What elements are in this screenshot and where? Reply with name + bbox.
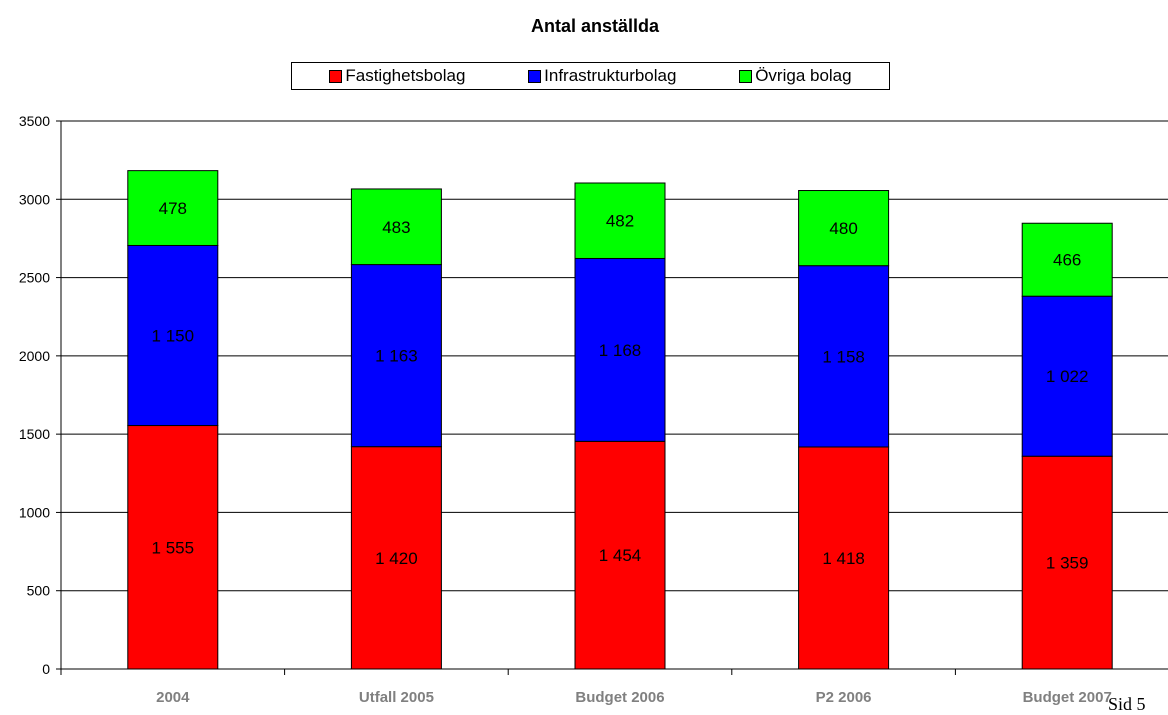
legend-label: Infrastrukturbolag <box>544 66 677 85</box>
bar-segment <box>574 440 666 670</box>
legend-item: Fastighetsbolag <box>329 66 465 86</box>
bar-segment <box>798 190 890 267</box>
bar-segment <box>350 264 442 448</box>
x-tick-label: P2 2006 <box>816 689 872 706</box>
y-tick-label: 500 <box>27 583 51 599</box>
bar-segment <box>127 425 219 670</box>
page-footer-note: Sid 5 <box>1108 694 1146 714</box>
legend-item: Övriga bolag <box>739 66 852 86</box>
legend: Fastighetsbolag Infrastrukturbolag Övriga … <box>291 62 890 90</box>
bar-segment <box>1021 222 1113 297</box>
y-tick-label: 3500 <box>19 113 50 129</box>
bar-segment <box>574 182 666 259</box>
bar-segment <box>127 244 219 427</box>
data-label: 480 <box>829 219 857 238</box>
data-label: 1 359 <box>1046 554 1089 573</box>
data-label: 466 <box>1053 251 1081 270</box>
x-tick-label: 2004 <box>156 689 190 706</box>
y-tick-label: 0 <box>42 661 50 677</box>
y-tick-label: 2000 <box>19 348 50 364</box>
x-tick-label: Budget 2006 <box>575 689 664 706</box>
bar-segment <box>798 265 890 448</box>
bar-segment <box>127 170 219 246</box>
chart-title: Antal anställda <box>530 16 660 36</box>
data-label: 1 555 <box>152 538 195 557</box>
bar-segment <box>1021 295 1113 457</box>
legend-swatch <box>528 69 542 83</box>
bar-segment <box>1021 455 1113 670</box>
x-tick-label: Budget 2007 <box>1023 689 1112 706</box>
x-tick-label: Utfall 2005 <box>359 689 434 706</box>
bar-segment <box>350 188 442 266</box>
data-label: 482 <box>606 212 634 231</box>
data-label: 1 158 <box>822 347 865 366</box>
bar-segment <box>574 257 666 442</box>
y-tick-label: 3000 <box>19 191 50 207</box>
data-label: 1 454 <box>599 546 642 565</box>
legend-item: Infrastrukturbolag <box>528 66 676 86</box>
data-label: 1 420 <box>375 549 418 568</box>
data-label: 1 022 <box>1046 367 1089 386</box>
data-label: 483 <box>382 218 410 237</box>
bar-segment <box>350 446 442 670</box>
legend-label: Övriga bolag <box>755 66 852 85</box>
data-label: 1 150 <box>152 327 195 346</box>
y-tick-label: 1000 <box>19 504 50 520</box>
y-tick-label: 2500 <box>19 270 50 286</box>
data-label: 1 418 <box>822 549 865 568</box>
data-label: 478 <box>159 199 187 218</box>
bar-segment <box>798 446 890 670</box>
y-tick-label: 1500 <box>19 426 50 442</box>
legend-label: Fastighetsbolag <box>345 66 466 85</box>
data-label: 1 168 <box>599 341 642 360</box>
legend-swatch <box>329 69 343 83</box>
legend-swatch <box>739 69 753 83</box>
data-label: 1 163 <box>375 347 418 366</box>
